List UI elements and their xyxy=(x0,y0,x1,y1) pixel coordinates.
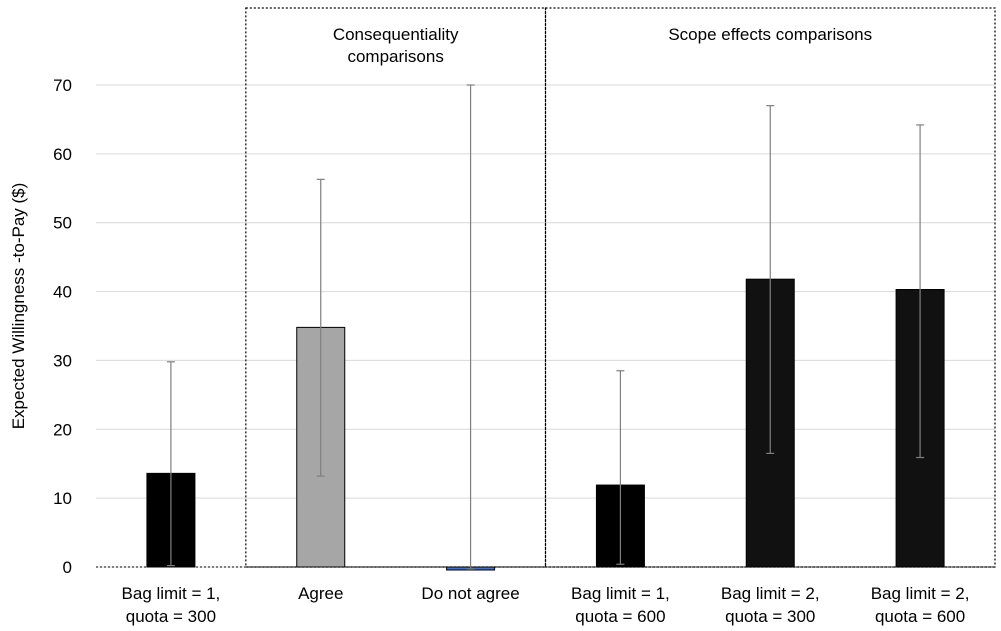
y-tick-label: 70 xyxy=(53,76,72,95)
x-category-label: Bag limit = 2, xyxy=(871,584,970,603)
y-tick-label: 0 xyxy=(63,558,72,577)
x-category-label: Bag limit = 2, xyxy=(721,584,820,603)
group-boxes: Consequentiality comparisons Scope effects… xyxy=(245,7,996,568)
x-category-label: Bag limit = 1, xyxy=(571,584,670,603)
group-box xyxy=(245,7,547,568)
y-tick-label: 40 xyxy=(53,283,72,302)
group-label: Scope effects comparisons xyxy=(668,25,872,44)
y-tick-label: 10 xyxy=(53,489,72,508)
x-category-label: Do not agree xyxy=(421,584,519,603)
x-category-label: quota = 300 xyxy=(126,607,216,626)
y-tick-label: 30 xyxy=(53,351,72,370)
group-label: comparisons xyxy=(347,47,443,66)
y-tick-labels: 0 10 20 30 40 50 60 70 xyxy=(53,76,72,577)
y-tick-label: 20 xyxy=(53,420,72,439)
x-category-label: quota = 300 xyxy=(725,607,815,626)
error-bars xyxy=(166,84,925,570)
y-tick-label: 60 xyxy=(53,145,72,164)
x-category-label: Bag limit = 1, xyxy=(122,584,221,603)
y-tick-label: 50 xyxy=(53,214,72,233)
x-category-label: Agree xyxy=(298,584,343,603)
x-category-label: quota = 600 xyxy=(575,607,665,626)
y-axis-title: Expected Willingness -to-Pay ($) xyxy=(9,183,28,430)
x-category-labels: Bag limit = 1, quota = 300 Agree Do not agr… xyxy=(122,584,970,626)
group-label: Consequentiality xyxy=(333,25,459,44)
x-category-label: quota = 600 xyxy=(875,607,965,626)
